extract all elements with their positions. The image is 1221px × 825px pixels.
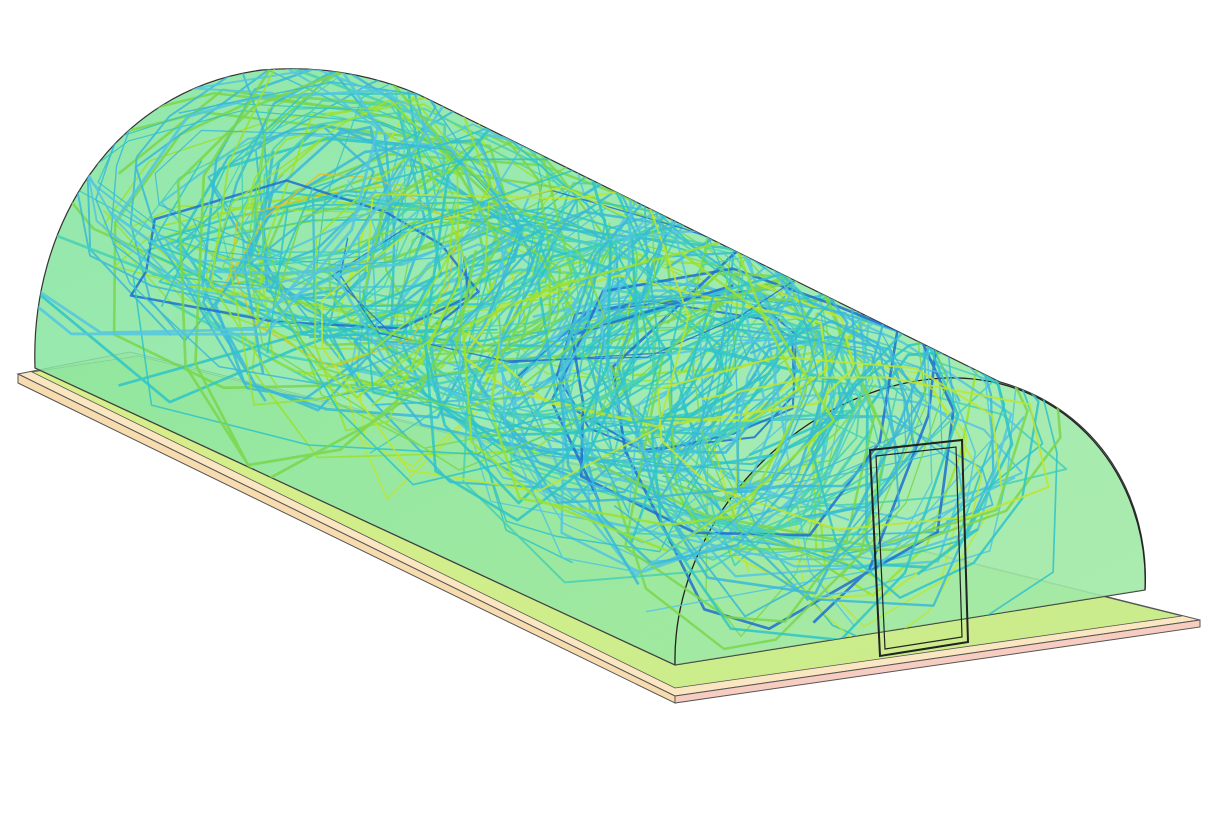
streamline [266, 104, 698, 486]
streamline [132, 93, 607, 456]
streamline [498, 229, 821, 574]
streamline [144, 201, 686, 345]
streamline [864, 350, 1014, 576]
streamline [108, 88, 487, 275]
streamline [320, 185, 690, 493]
streamline [591, 252, 1062, 552]
streamline [805, 327, 1040, 599]
streamline [461, 237, 836, 553]
streamline [67, 102, 459, 267]
streamline [176, 68, 501, 485]
door [868, 438, 970, 658]
streamline [591, 220, 819, 562]
streamline [657, 312, 901, 618]
streamline [311, 108, 737, 503]
streamline [656, 355, 1050, 531]
streamline [34, 68, 461, 404]
streamline [69, 68, 452, 304]
streamline [160, 133, 532, 291]
streamline [735, 319, 925, 520]
streamline [502, 332, 717, 463]
streamline [630, 267, 960, 642]
streamline [627, 339, 977, 562]
streamline [210, 68, 491, 399]
streamline [273, 166, 606, 411]
streamline [667, 404, 898, 560]
streamline [95, 68, 520, 386]
streamline [328, 220, 576, 356]
streamline [713, 343, 983, 600]
streamline [154, 129, 503, 267]
streamline [34, 68, 380, 336]
streamline [672, 378, 1068, 509]
streamline [222, 202, 731, 335]
streamline [487, 230, 845, 466]
streamline [516, 294, 923, 477]
